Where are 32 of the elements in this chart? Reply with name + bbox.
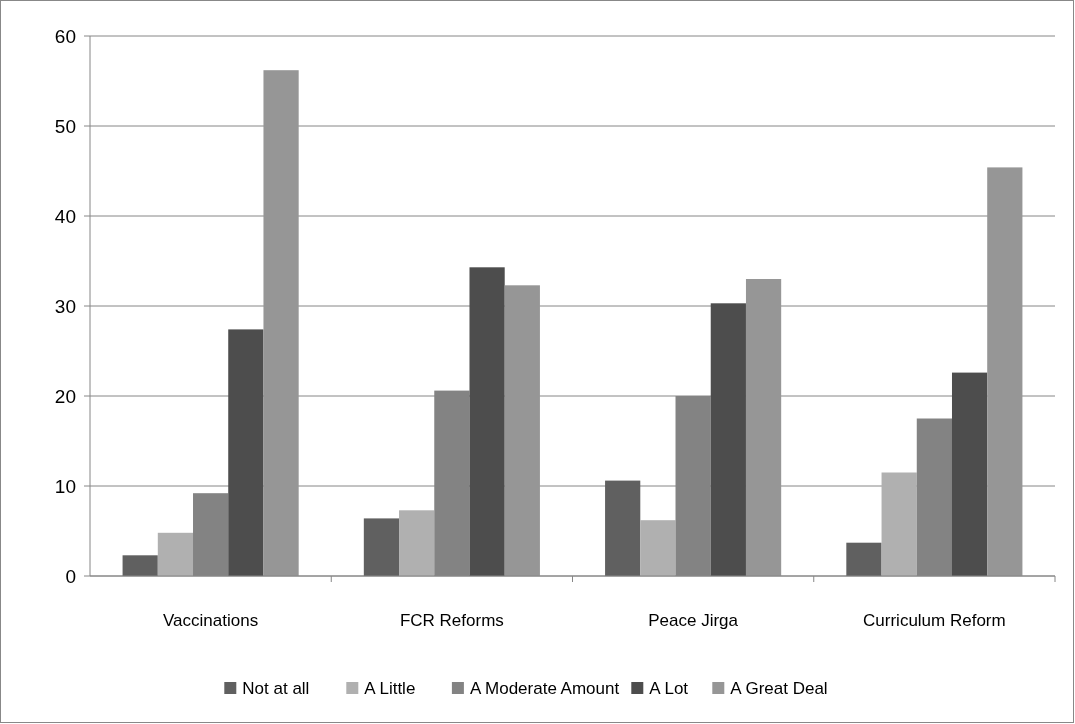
- bar: [122, 555, 158, 576]
- legend-label: A Lot: [649, 678, 689, 698]
- legend-label: A Moderate Amount: [469, 678, 620, 698]
- y-tick-label: 50: [54, 115, 76, 137]
- y-tick-label: 0: [65, 565, 76, 587]
- y-tick-label: 30: [54, 295, 76, 317]
- bar: [363, 518, 400, 576]
- bar: [228, 329, 264, 576]
- x-tick-label: Curriculum Reform: [863, 610, 1006, 630]
- x-tick-label: FCR Reforms: [399, 610, 504, 630]
- bar: [605, 480, 641, 576]
- y-tick-label: 60: [54, 25, 76, 47]
- x-tick-label: Peace Jirga: [648, 610, 739, 630]
- legend-label: Not at all: [242, 678, 310, 698]
- y-tick-label: 40: [54, 205, 76, 227]
- y-tick-label: 10: [54, 475, 76, 497]
- bar: [951, 372, 988, 576]
- bar: [504, 285, 540, 576]
- bar: [469, 267, 505, 576]
- bar: [987, 167, 1023, 576]
- legend-label: A Great Deal: [730, 678, 828, 698]
- bar: [640, 520, 676, 576]
- bar: [710, 303, 746, 576]
- bar: [399, 510, 435, 576]
- bar: [263, 70, 299, 576]
- bar: [881, 472, 917, 576]
- legend-label: A Little: [364, 678, 416, 698]
- x-tick-label: Vaccinations: [163, 610, 259, 630]
- bar: [846, 542, 882, 576]
- y-tick-label: 20: [54, 385, 76, 407]
- bar: [157, 532, 194, 576]
- bar: [745, 279, 782, 576]
